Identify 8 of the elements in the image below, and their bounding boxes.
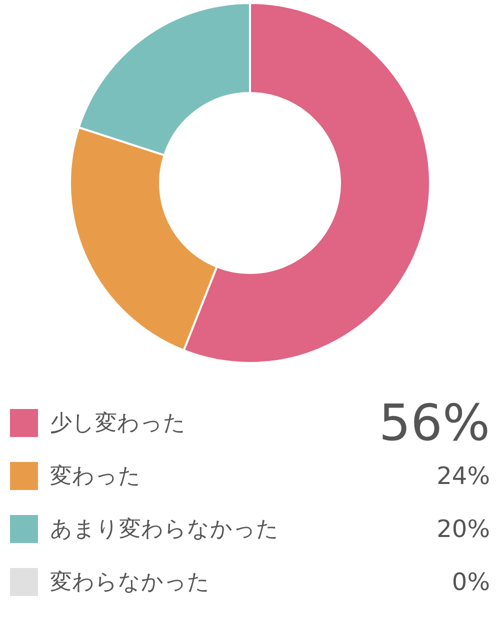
legend-label: あまり変わらなかった [50, 516, 280, 544]
legend-label: 少し変わった [50, 410, 187, 438]
data-label: 56% [378, 394, 490, 452]
legend-label: 変わらなかった [50, 568, 211, 596]
legend-label: 変わった [50, 462, 142, 490]
data-label: 24% [436, 462, 490, 490]
data-label: 20% [436, 514, 490, 542]
text: 0% [452, 568, 490, 596]
